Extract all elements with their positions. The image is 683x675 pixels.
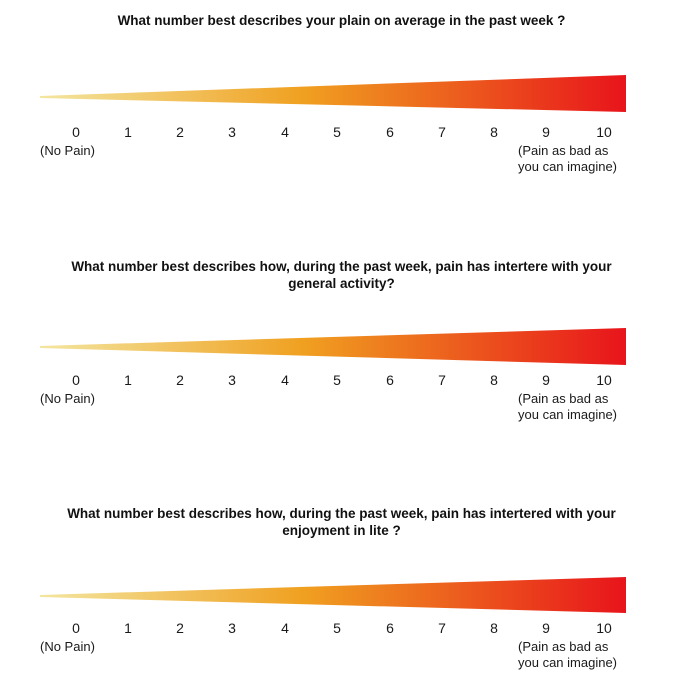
question-1-scale-numbers: 0 1 2 3 4 5 6 7 8 9 10 [0,124,683,142]
scale-number-9[interactable]: 9 [542,620,550,636]
high-anchor-line1: (Pain as bad as [518,143,609,158]
question-1-low-anchor: (No Pain) [40,143,95,158]
question-2-title-line1: What number best describes how, during t… [71,259,612,274]
question-1-scale-wedge [40,75,626,112]
question-2-title: What number best describes how, during t… [0,258,683,292]
high-anchor-line2: you can imagine) [518,159,617,174]
question-1-title: What number best describes your plain on… [0,12,683,29]
scale-number-0[interactable]: 0 [72,124,80,140]
scale-number-6[interactable]: 6 [386,124,394,140]
question-1-high-anchor: (Pain as bad as you can imagine) [518,143,617,175]
scale-number-0[interactable]: 0 [72,372,80,388]
scale-number-1[interactable]: 1 [124,124,132,140]
scale-number-9[interactable]: 9 [542,372,550,388]
high-anchor-line2: you can imagine) [518,407,617,422]
question-3-scale-numbers: 0 1 2 3 4 5 6 7 8 9 10 [0,620,683,638]
scale-number-4[interactable]: 4 [281,124,289,140]
scale-number-4[interactable]: 4 [281,372,289,388]
question-2-title-line2: general activity? [288,276,395,291]
high-anchor-line1: (Pain as bad as [518,639,609,654]
question-1-title-line1: What number best describes your plain on… [117,13,566,28]
scale-number-4[interactable]: 4 [281,620,289,636]
scale-number-8[interactable]: 8 [490,372,498,388]
scale-number-5[interactable]: 5 [333,620,341,636]
question-3-title-line1: What number best describes how, during t… [67,506,616,521]
scale-number-8[interactable]: 8 [490,620,498,636]
scale-number-10[interactable]: 10 [596,372,612,388]
scale-number-3[interactable]: 3 [228,620,236,636]
scale-number-1[interactable]: 1 [124,620,132,636]
scale-number-6[interactable]: 6 [386,620,394,636]
scale-number-10[interactable]: 10 [596,620,612,636]
scale-number-0[interactable]: 0 [72,620,80,636]
question-2-scale-numbers: 0 1 2 3 4 5 6 7 8 9 10 [0,372,683,390]
question-2-low-anchor: (No Pain) [40,391,95,406]
scale-number-9[interactable]: 9 [542,124,550,140]
scale-number-8[interactable]: 8 [490,124,498,140]
high-anchor-line1: (Pain as bad as [518,391,609,406]
question-2-scale-wedge [40,328,626,365]
scale-number-7[interactable]: 7 [438,124,446,140]
scale-number-6[interactable]: 6 [386,372,394,388]
question-2-high-anchor: (Pain as bad as you can imagine) [518,391,617,423]
scale-number-2[interactable]: 2 [176,620,184,636]
scale-number-2[interactable]: 2 [176,372,184,388]
scale-number-5[interactable]: 5 [333,124,341,140]
high-anchor-line2: you can imagine) [518,655,617,670]
question-3-title-line2: enjoyment in lite ? [282,523,401,538]
scale-number-3[interactable]: 3 [228,372,236,388]
question-3-low-anchor: (No Pain) [40,639,95,654]
question-3-title: What number best describes how, during t… [0,505,683,539]
scale-number-7[interactable]: 7 [438,372,446,388]
scale-number-5[interactable]: 5 [333,372,341,388]
question-3-scale-wedge [40,577,626,613]
scale-number-7[interactable]: 7 [438,620,446,636]
scale-number-2[interactable]: 2 [176,124,184,140]
scale-number-1[interactable]: 1 [124,372,132,388]
scale-number-10[interactable]: 10 [596,124,612,140]
scale-number-3[interactable]: 3 [228,124,236,140]
question-3-high-anchor: (Pain as bad as you can imagine) [518,639,617,671]
